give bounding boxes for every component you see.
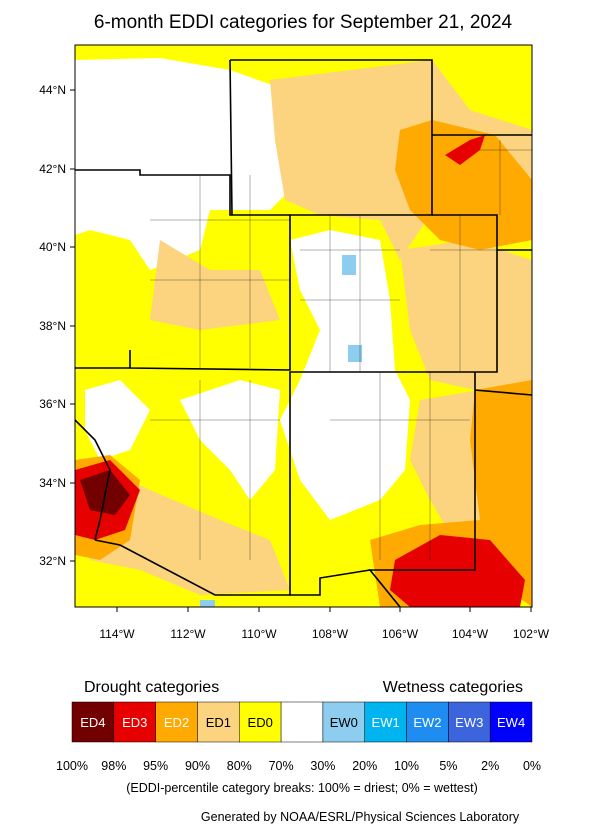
break-label: 98% [101,759,126,773]
legend-box [448,701,491,743]
legend-box [364,701,407,743]
lon-label: 104°W [452,627,489,641]
legend-box [113,701,156,743]
title: 6-month EDDI categories for September 21… [94,12,513,33]
break-label: 5% [439,759,457,773]
lat-label: 40°N [39,240,66,254]
legend-note: (EDDI-percentile category breaks: 100% =… [126,781,478,795]
break-label: 90% [185,759,210,773]
legend-box [197,701,240,743]
lon-label: 110°W [241,627,277,641]
break-label: 2% [481,759,499,773]
legend-label: EW1 [372,715,400,730]
legend-box [239,701,282,743]
legend-box [489,701,533,743]
legend-label: EW4 [497,715,525,730]
lon-label: 114°W [99,627,135,641]
lon-label: 102°W [513,627,550,641]
break-label: 0% [523,759,541,773]
wetness-title: Wetness categories [383,679,523,696]
credit: Generated by NOAA/ESRL/Physical Sciences… [201,810,520,824]
break-label: 30% [310,759,335,773]
lat-label: 42°N [39,162,66,176]
legend-label: ED2 [164,715,189,730]
legend-label: ED3 [122,715,147,730]
legend-label: ED4 [80,715,105,730]
break-label: 20% [352,759,377,773]
lat-label: 36°N [39,397,66,411]
break-label: 80% [227,759,252,773]
lat-label: 38°N [39,319,66,333]
legend-label: EW3 [455,715,483,730]
legend-box [322,701,365,743]
legend-box-neutral [280,701,324,743]
drought-title: Drought categories [84,679,219,696]
break-label: 10% [394,759,419,773]
lat-label: 32°N [39,554,66,568]
map [74,44,533,608]
legend-label: EW0 [330,715,358,730]
lon-label: 108°W [312,627,349,641]
break-label: 70% [269,759,294,773]
legend-box [406,701,449,743]
legend-label: ED1 [206,715,231,730]
break-label: 95% [143,759,168,773]
break-label: 100% [56,759,88,773]
lat-label: 34°N [39,476,66,490]
lon-label: 112°W [170,627,206,641]
legend-label: EW2 [413,715,441,730]
legend-label: ED0 [248,715,273,730]
lon-label: 106°W [382,627,419,641]
lat-label: 44°N [39,83,66,97]
